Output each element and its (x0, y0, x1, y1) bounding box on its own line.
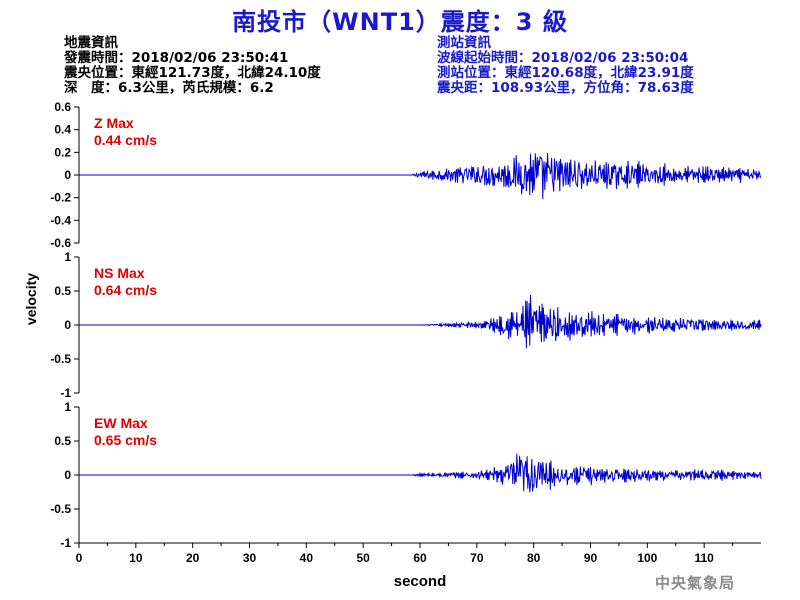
max-label: NS Max (94, 265, 145, 281)
waveform-start-time: 波線起始時間：2018/02/06 23:50:04 (437, 50, 689, 66)
depth-magnitude: 深 度：6.3公里，芮氏規模：6.2 (64, 80, 274, 96)
x-tick-label: 80 (527, 551, 541, 565)
station-location: 測站位置：東經120.68度，北緯23.91度 (437, 65, 694, 81)
x-tick-label: 90 (584, 551, 598, 565)
x-tick-label: 40 (300, 551, 314, 565)
y-tick-label: 0.5 (54, 284, 71, 298)
max-value: 0.64 cm/s (94, 282, 157, 298)
y-tick-label: -0.6 (50, 236, 71, 250)
epicentral-distance: 震央距：108.93公里，方位角：78.63度 (437, 80, 694, 96)
y-tick-label: 0.6 (54, 100, 71, 114)
max-value: 0.44 cm/s (94, 132, 157, 148)
y-tick-label: 0 (64, 168, 71, 182)
trace-line (79, 453, 762, 493)
station-info-heading: 測站資訊 (437, 35, 491, 51)
y-tick-label: 1 (64, 400, 71, 414)
y-tick-label: -0.4 (50, 213, 71, 227)
max-label: Z Max (94, 115, 134, 131)
page-title: 南投市（WNT1）震度：3 級 (232, 8, 568, 36)
x-tick-label: 20 (186, 551, 200, 565)
station-info: 測站資訊 波線起始時間：2018/02/06 23:50:04 測站位置：東經1… (437, 36, 694, 96)
x-tick-label: 50 (356, 551, 370, 565)
y-tick-label: -1 (60, 386, 71, 400)
x-tick-label: 60 (413, 551, 427, 565)
x-tick-label: 100 (637, 551, 657, 565)
origin-time: 發震時間：2018/02/06 23:50:41 (64, 50, 289, 66)
trace-line (79, 152, 762, 200)
x-tick-label: 70 (470, 551, 484, 565)
y-tick-label: -0.5 (50, 502, 71, 516)
earthquake-info-heading: 地震資訊 (64, 35, 118, 51)
earthquake-info: 地震資訊 發震時間：2018/02/06 23:50:41 震央位置：東經121… (64, 36, 321, 96)
x-tick-label: 30 (243, 551, 257, 565)
y-tick-label: -0.2 (50, 191, 71, 205)
agency-name: 中央氣象局 (655, 574, 736, 592)
y-tick-label: 0.2 (54, 145, 71, 159)
x-tick-label: 0 (76, 551, 83, 565)
epicenter-location: 震央位置：東經121.73度，北緯24.10度 (64, 65, 321, 81)
y-tick-label: 0.5 (54, 434, 71, 448)
y-tick-label: -1 (60, 536, 71, 550)
y-tick-label: 0.4 (54, 123, 71, 137)
max-label: EW Max (94, 415, 148, 431)
y-tick-label: 0 (64, 318, 71, 332)
y-tick-label: -0.5 (50, 352, 71, 366)
x-tick-label: 10 (129, 551, 143, 565)
y-tick-label: 1 (64, 250, 71, 264)
y-axis-title: velocity (23, 273, 39, 325)
trace-line (79, 294, 762, 349)
max-value: 0.65 cm/s (94, 432, 157, 448)
y-tick-label: 0 (64, 468, 71, 482)
x-tick-label: 110 (694, 551, 714, 565)
x-axis-title: second (394, 573, 447, 590)
